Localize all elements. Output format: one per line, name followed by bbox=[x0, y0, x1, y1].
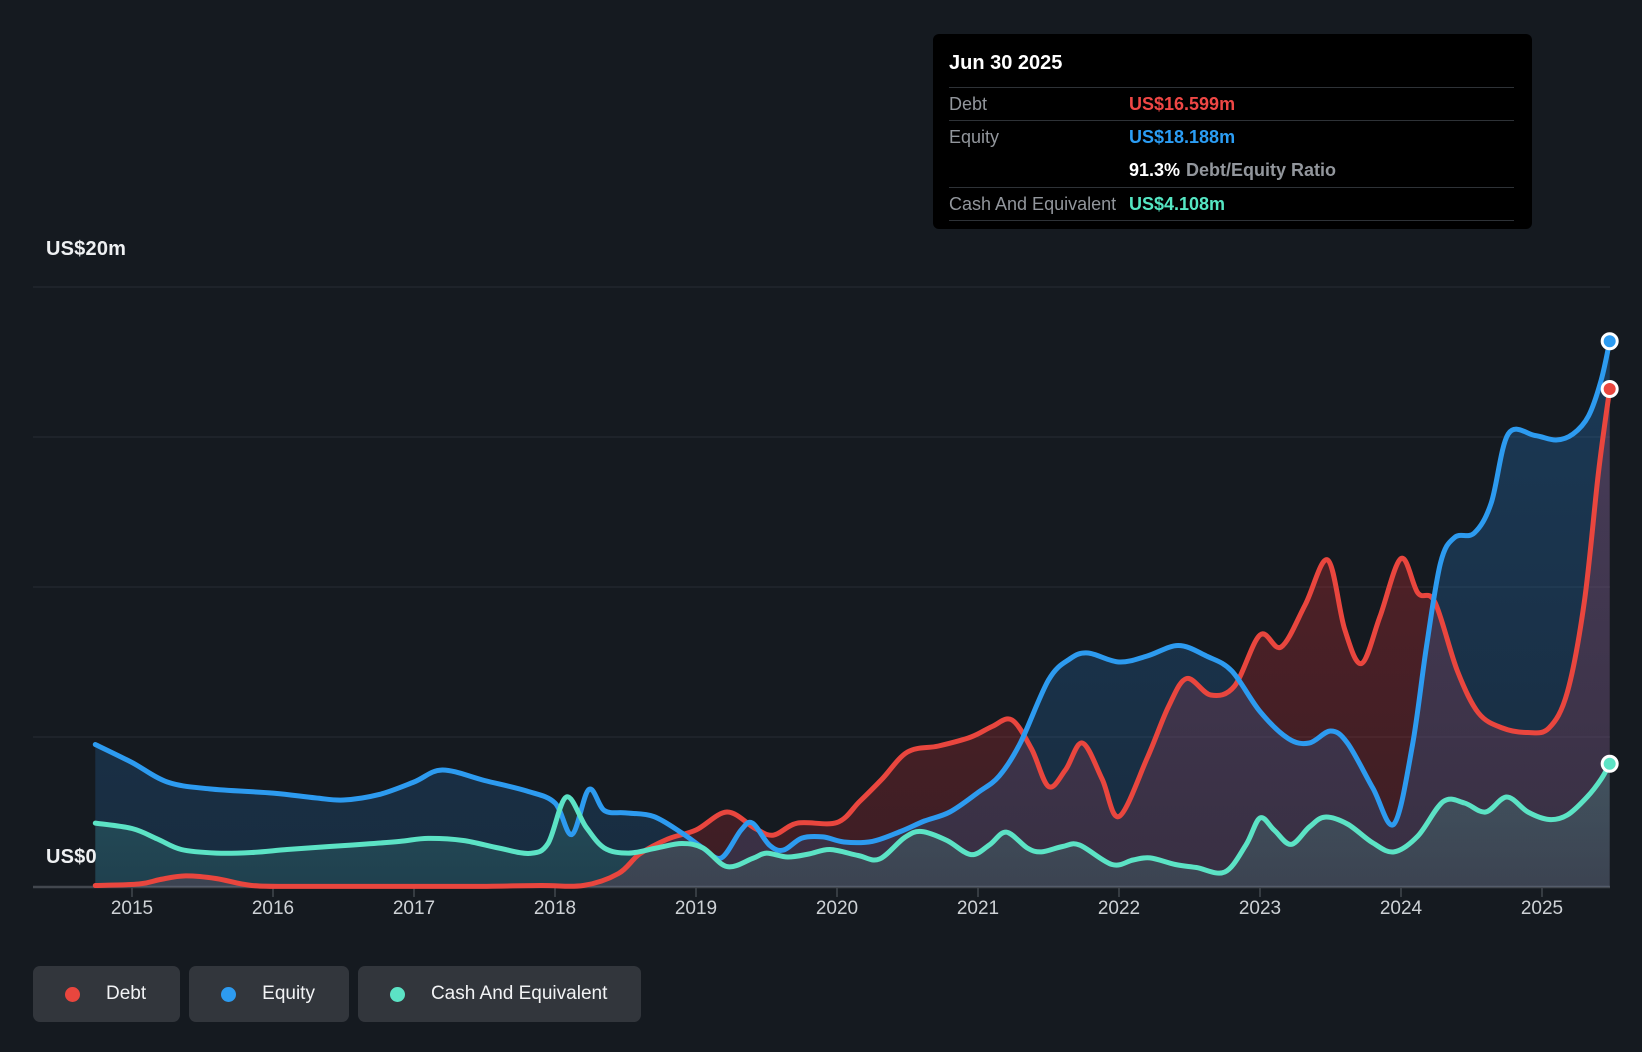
debt-endpoint-dot[interactable] bbox=[1600, 380, 1619, 398]
year-label-2024: 2024 bbox=[1379, 898, 1423, 919]
tooltip-row-debt: Debt US$16.599m bbox=[949, 88, 1514, 121]
equity-legend-dot-icon bbox=[221, 986, 237, 1002]
year-label-2023: 2023 bbox=[1238, 898, 1282, 919]
chart-legend: Debt Equity Cash And Equivalent bbox=[33, 966, 642, 1022]
legend-chip-debt[interactable]: Debt bbox=[33, 966, 181, 1022]
tooltip-cash-value: US$4.108m bbox=[1129, 193, 1226, 214]
legend-chip-cash[interactable]: Cash And Equivalent bbox=[357, 966, 642, 1022]
year-label-2020: 2020 bbox=[815, 898, 859, 919]
tooltip-cash-label: Cash And Equivalent bbox=[949, 193, 1117, 214]
legend-label-cash: Cash And Equivalent bbox=[430, 983, 608, 1004]
y-axis-label-0: US$0 bbox=[46, 846, 97, 868]
debt-legend-dot-icon bbox=[65, 986, 80, 1002]
tooltip-ratio-value: 91.3% bbox=[1129, 159, 1181, 180]
cash-legend-dot-icon bbox=[389, 986, 405, 1002]
year-label-2022: 2022 bbox=[1097, 898, 1141, 919]
year-label-2019: 2019 bbox=[674, 898, 718, 919]
year-label-2015: 2015 bbox=[110, 898, 154, 919]
tooltip-ratio-label: Debt/Equity Ratio bbox=[1186, 159, 1337, 180]
year-label-2025: 2025 bbox=[1520, 898, 1564, 919]
year-label-2018: 2018 bbox=[533, 898, 577, 919]
equity-line[interactable] bbox=[92, 338, 1613, 861]
y-axis-label-20m: US$20m bbox=[46, 238, 127, 260]
legend-chip-equity[interactable]: Equity bbox=[189, 966, 349, 1022]
tooltip-date: Jun 30 2025 bbox=[949, 44, 1514, 88]
tooltip-row-ratio: 91.3% Debt/Equity Ratio bbox=[949, 153, 1514, 188]
year-label-2021: 2021 bbox=[956, 898, 1000, 919]
legend-label-equity: Equity bbox=[262, 983, 315, 1004]
tooltip-debt-value: US$16.599m bbox=[1129, 93, 1236, 114]
cash-and-equivalent-area bbox=[95, 763, 1610, 887]
tooltip-row-cash: Cash And Equivalent US$4.108m bbox=[949, 188, 1514, 221]
equity-area bbox=[95, 341, 1610, 887]
debt-line[interactable] bbox=[92, 386, 1613, 889]
legend-label-debt: Debt bbox=[106, 983, 147, 1004]
year-label-2017: 2017 bbox=[392, 898, 436, 919]
chart-tooltip: Jun 30 2025 Debt US$16.599m Equity US$18… bbox=[933, 34, 1532, 229]
tooltip-row-equity: Equity US$18.188m bbox=[949, 121, 1514, 153]
tooltip-equity-value: US$18.188m bbox=[1129, 126, 1236, 147]
year-label-2016: 2016 bbox=[251, 898, 295, 919]
cash-and-equivalent-line[interactable] bbox=[92, 761, 1613, 876]
tooltip-equity-label: Equity bbox=[949, 126, 1000, 147]
cash-and-equivalent-endpoint-dot[interactable] bbox=[1600, 754, 1619, 773]
equity-endpoint-dot[interactable] bbox=[1600, 332, 1619, 351]
tooltip-debt-label: Debt bbox=[949, 93, 988, 114]
